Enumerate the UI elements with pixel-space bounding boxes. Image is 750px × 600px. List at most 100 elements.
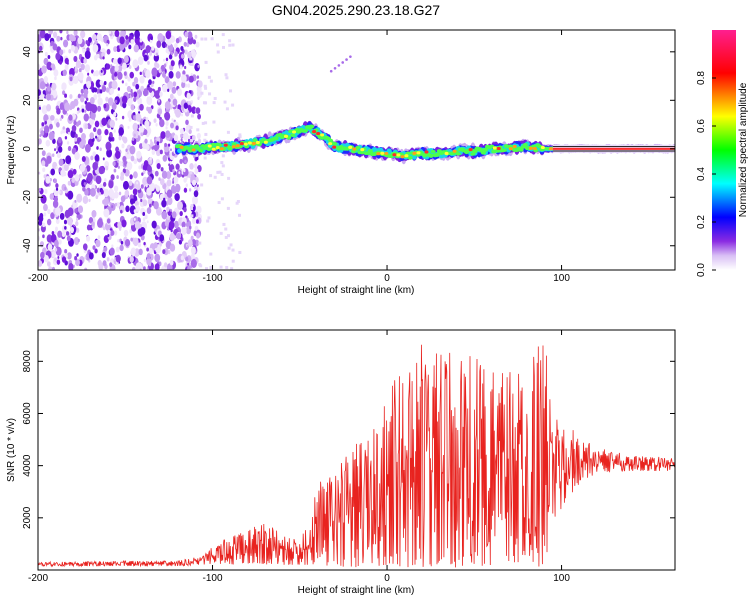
noise-speck <box>111 80 118 90</box>
noise-speck <box>196 128 200 132</box>
noise-speck <box>117 57 122 65</box>
x-tick-label: -200 <box>28 273 48 284</box>
noise-speck <box>142 88 149 97</box>
noise-speck <box>43 255 49 263</box>
noise-speck <box>219 265 223 269</box>
noise-speck <box>197 80 203 88</box>
noise-speck <box>44 125 50 134</box>
noise-speck <box>78 109 81 113</box>
noise-speck <box>187 100 191 104</box>
noise-speck <box>161 41 167 49</box>
x-tick-label: 100 <box>553 573 570 584</box>
noise-speck <box>189 75 194 83</box>
track-green <box>198 148 204 153</box>
noise-speck <box>161 170 168 179</box>
noise-speck <box>48 131 55 141</box>
noise-speck <box>143 209 146 213</box>
noise-speck <box>238 133 242 137</box>
noise-speck <box>163 63 167 68</box>
noise-speck <box>162 249 166 255</box>
noise-speck <box>133 44 139 53</box>
noise-speck <box>209 252 213 256</box>
noise-speck <box>74 255 78 261</box>
noise-speck <box>139 71 142 76</box>
noise-speck <box>128 97 133 105</box>
noise-speck <box>189 171 193 175</box>
noise-speck <box>97 105 102 112</box>
noise-speck <box>92 151 96 157</box>
noise-speck <box>222 222 226 226</box>
noise-speck <box>156 141 160 146</box>
y-tick-label: 4000 <box>22 454 33 477</box>
noise-speck <box>58 190 61 194</box>
noise-speck <box>196 184 199 188</box>
noise-speck <box>103 103 107 109</box>
noise-speck <box>103 246 108 252</box>
noise-speck <box>129 256 134 263</box>
noise-speck <box>203 84 207 88</box>
noise-speck <box>75 121 80 127</box>
x-tick-label: -200 <box>28 573 48 584</box>
noise-speck <box>75 258 80 267</box>
noise-speck <box>203 138 207 142</box>
noise-speck <box>38 89 41 97</box>
track-hotspot <box>512 144 517 149</box>
noise-speck <box>103 235 110 244</box>
noise-speck <box>206 219 210 223</box>
noise-speck <box>95 135 98 139</box>
noise-speck <box>194 225 199 232</box>
noise-speck <box>74 137 78 142</box>
noise-speck <box>76 193 83 203</box>
noise-speck <box>140 85 145 92</box>
track-green <box>501 148 507 152</box>
noise-speck <box>179 65 183 70</box>
noise-speck <box>39 81 46 90</box>
noise-speck <box>226 206 230 210</box>
noise-speck <box>191 195 199 205</box>
noise-speck <box>113 58 117 65</box>
noise-speck <box>142 176 149 186</box>
noise-speck <box>120 209 123 214</box>
noise-speck <box>113 230 118 236</box>
noise-speck <box>59 30 63 34</box>
noise-speck <box>93 87 98 93</box>
noise-speck <box>90 187 96 197</box>
noise-speck <box>126 85 132 93</box>
noise-speck <box>46 261 51 267</box>
noise-speck <box>189 163 194 170</box>
noise-speck <box>71 177 76 183</box>
noise-speck <box>128 44 132 50</box>
noise-speck <box>172 81 177 87</box>
noise-speck <box>220 197 224 201</box>
noise-speck <box>194 168 199 175</box>
noise-speck <box>107 97 114 106</box>
noise-speck <box>55 166 58 170</box>
noise-speck <box>140 131 144 137</box>
noise-speck <box>150 36 153 41</box>
noise-speck <box>190 62 194 66</box>
spur-point <box>337 64 341 67</box>
noise-speck <box>84 188 89 196</box>
noise-speck <box>120 171 125 178</box>
noise-speck <box>155 206 162 216</box>
snr-x-label: Height of straight line (km) <box>298 585 415 596</box>
track-green <box>210 142 216 147</box>
noise-speck <box>101 85 107 93</box>
noise-speck <box>146 247 150 252</box>
noise-speck <box>116 202 121 208</box>
noise-speck <box>220 172 224 176</box>
noise-speck <box>146 257 152 266</box>
noise-speck <box>190 258 197 269</box>
noise-speck <box>57 230 63 238</box>
noise-speck <box>46 85 51 92</box>
noise-speck <box>142 194 146 199</box>
noise-speck <box>92 245 96 250</box>
noise-speck <box>198 263 202 267</box>
noise-speck <box>174 109 178 115</box>
noise-speck <box>126 151 129 155</box>
noise-speck <box>197 138 202 144</box>
noise-speck <box>145 117 149 122</box>
noise-speck <box>184 65 187 70</box>
noise-speck <box>133 112 136 116</box>
noise-speck <box>137 185 141 191</box>
